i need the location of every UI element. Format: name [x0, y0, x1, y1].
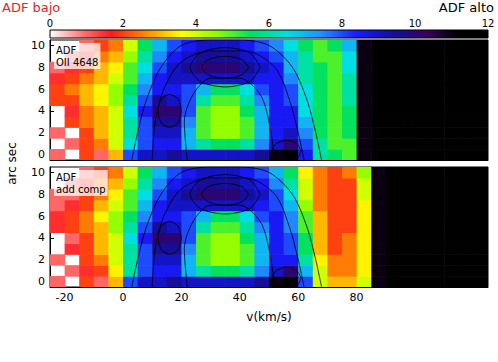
svg-text:OII 4648: OII 4648 [56, 57, 98, 68]
svg-text:40: 40 [233, 291, 247, 304]
svg-text:2: 2 [38, 253, 45, 266]
svg-text:10: 10 [31, 39, 45, 52]
svg-text:12: 12 [482, 18, 495, 29]
svg-text:0: 0 [47, 18, 53, 29]
svg-text:0: 0 [120, 291, 127, 304]
svg-text:10: 10 [409, 18, 422, 29]
svg-text:0: 0 [38, 275, 45, 288]
svg-text:4: 4 [38, 231, 45, 244]
svg-text:80: 80 [350, 291, 364, 304]
svg-text:ADF bajo: ADF bajo [2, 0, 60, 15]
svg-text:6: 6 [266, 18, 272, 29]
svg-text:ADF: ADF [56, 45, 77, 56]
svg-text:8: 8 [38, 188, 45, 201]
svg-text:20: 20 [174, 291, 188, 304]
svg-text:2: 2 [120, 18, 126, 29]
svg-text:ADF: ADF [56, 172, 77, 183]
svg-text:6: 6 [38, 210, 45, 223]
svg-text:arc sec: arc sec [5, 142, 19, 185]
svg-text:8: 8 [38, 61, 45, 74]
svg-text:add comp: add comp [56, 184, 106, 195]
svg-text:4: 4 [38, 104, 45, 117]
svg-text:6: 6 [38, 83, 45, 96]
svg-text:8: 8 [339, 18, 345, 29]
svg-text:60: 60 [291, 291, 305, 304]
svg-text:10: 10 [31, 166, 45, 179]
svg-text:2: 2 [38, 126, 45, 139]
svg-text:ADF alto: ADF alto [439, 0, 494, 15]
svg-text:-20: -20 [56, 291, 74, 304]
svg-text:v(km/s): v(km/s) [246, 310, 291, 324]
svg-text:0: 0 [38, 148, 45, 161]
svg-text:4: 4 [193, 18, 199, 29]
